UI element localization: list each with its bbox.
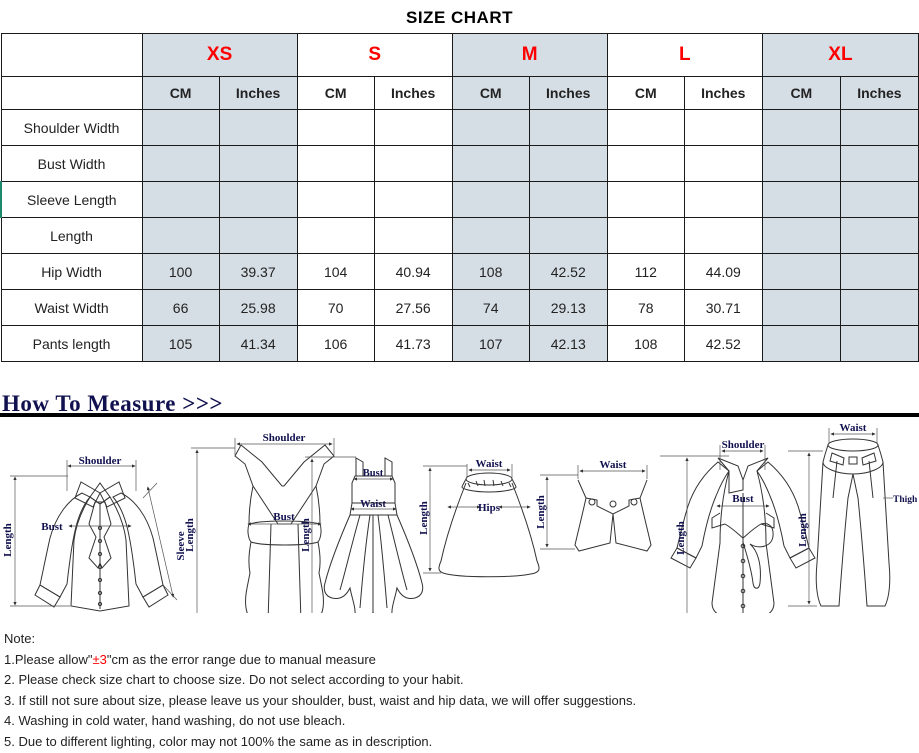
svg-text:Bust: Bust bbox=[732, 493, 754, 505]
svg-text:Thigh: Thigh bbox=[893, 495, 918, 505]
svg-text:Length: Length bbox=[184, 518, 196, 552]
svg-text:Shoulder: Shoulder bbox=[722, 439, 765, 451]
svg-text:Length: Length bbox=[797, 513, 809, 547]
svg-text:Length: Length bbox=[535, 495, 547, 529]
svg-text:Shoulder: Shoulder bbox=[79, 455, 122, 467]
svg-text:Waist: Waist bbox=[360, 499, 386, 510]
svg-text:Bust: Bust bbox=[363, 468, 384, 479]
svg-text:Shoulder: Shoulder bbox=[263, 432, 306, 444]
svg-text:Length: Length bbox=[300, 518, 312, 552]
svg-text:Bust: Bust bbox=[41, 521, 63, 533]
svg-text:Length: Length bbox=[675, 521, 687, 555]
svg-text:Length: Length bbox=[418, 501, 430, 535]
svg-text:Waist: Waist bbox=[600, 459, 627, 471]
svg-text:Hips: Hips bbox=[478, 502, 501, 514]
svg-text:Length: Length bbox=[2, 523, 14, 557]
svg-text:Waist: Waist bbox=[476, 458, 503, 470]
svg-text:Waist: Waist bbox=[840, 422, 867, 434]
svg-text:Bust: Bust bbox=[273, 511, 295, 523]
